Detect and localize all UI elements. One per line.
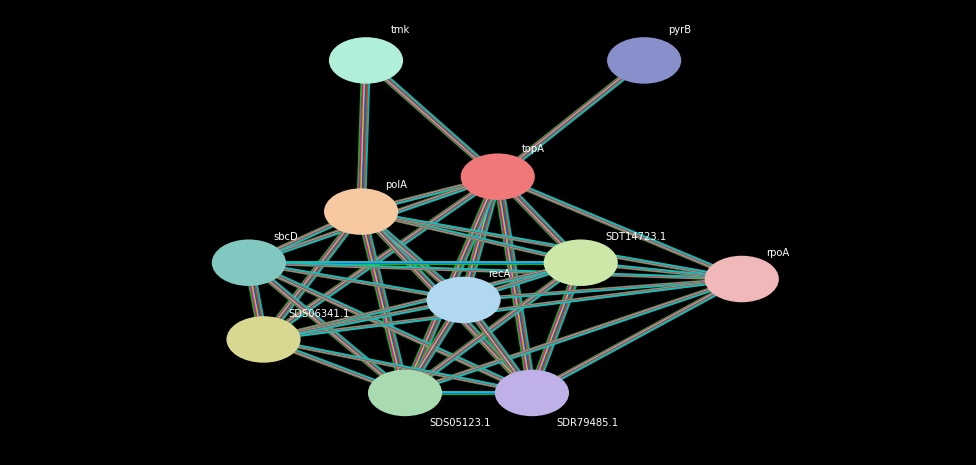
Text: SDR79485.1: SDR79485.1 <box>556 418 619 428</box>
Text: SDS06341.1: SDS06341.1 <box>288 309 349 319</box>
Ellipse shape <box>495 370 569 416</box>
Ellipse shape <box>544 239 618 286</box>
Text: polA: polA <box>386 179 408 190</box>
Ellipse shape <box>705 256 779 302</box>
Text: topA: topA <box>522 144 546 154</box>
Text: sbcD: sbcD <box>273 232 298 242</box>
Text: SDS05123.1: SDS05123.1 <box>429 418 491 428</box>
Ellipse shape <box>212 239 286 286</box>
Text: rpoA: rpoA <box>766 248 790 259</box>
Text: recA: recA <box>488 269 510 279</box>
Ellipse shape <box>427 277 501 323</box>
Ellipse shape <box>226 316 301 363</box>
Ellipse shape <box>607 37 681 84</box>
Ellipse shape <box>329 37 403 84</box>
Text: tmk: tmk <box>390 25 410 35</box>
Ellipse shape <box>461 153 535 200</box>
Ellipse shape <box>324 188 398 235</box>
Text: pyrB: pyrB <box>669 25 692 35</box>
Ellipse shape <box>368 370 442 416</box>
Text: SDT14723.1: SDT14723.1 <box>605 232 667 242</box>
